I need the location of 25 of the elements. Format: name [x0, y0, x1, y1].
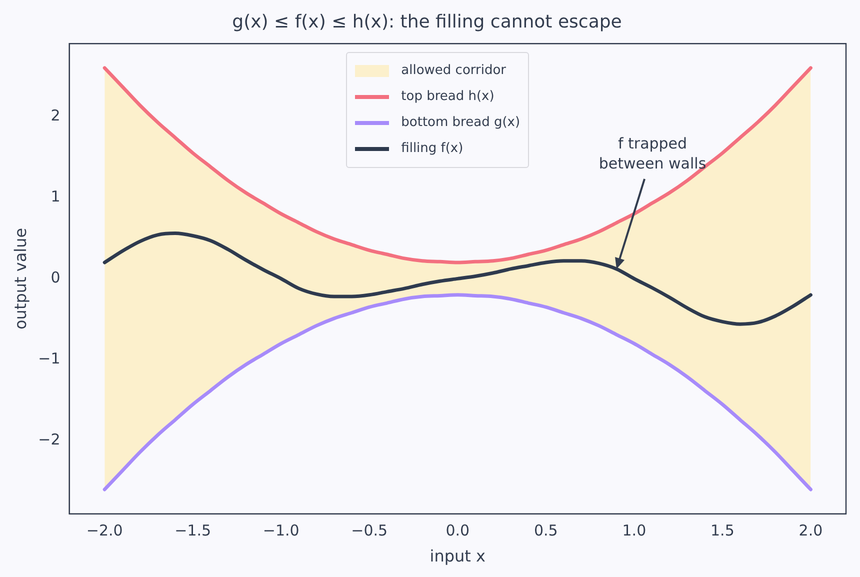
annotation: f trapped between walls	[598, 134, 706, 172]
x-tick-label: 1.5	[710, 522, 734, 540]
line-series	[102, 293, 812, 492]
x-tick-label: −2.0	[86, 522, 123, 540]
legend-label: bottom bread g(x)	[401, 115, 520, 130]
x-tick-label: 0.0	[446, 522, 470, 540]
y-tick-label: 2	[50, 106, 60, 124]
y-axis-title: output value	[10, 228, 30, 330]
x-tick-label: −0.5	[351, 522, 388, 540]
line-series	[102, 66, 812, 264]
y-tick-label: −2	[38, 430, 60, 449]
x-tick-label: 1.0	[622, 522, 646, 540]
y-tick-label: 0	[50, 268, 60, 287]
legend-label: filling f(x)	[401, 141, 464, 156]
y-tick-label: −1	[38, 350, 60, 368]
legend-label: top bread h(x)	[401, 89, 494, 104]
x-tick-label: −1.5	[174, 522, 212, 540]
line-series	[102, 232, 812, 326]
x-tick-label: 2.0	[798, 522, 823, 540]
chart-title: g(x) ≤ f(x) ≤ h(x): the filling cannot escape	[232, 11, 622, 32]
y-tick-label: 1	[50, 188, 60, 206]
x-tick-label: 0.5	[534, 522, 558, 540]
x-axis-title: input x	[430, 546, 486, 566]
annotation: allowed corridor	[401, 63, 506, 78]
x-tick-label: −1.0	[262, 522, 300, 540]
